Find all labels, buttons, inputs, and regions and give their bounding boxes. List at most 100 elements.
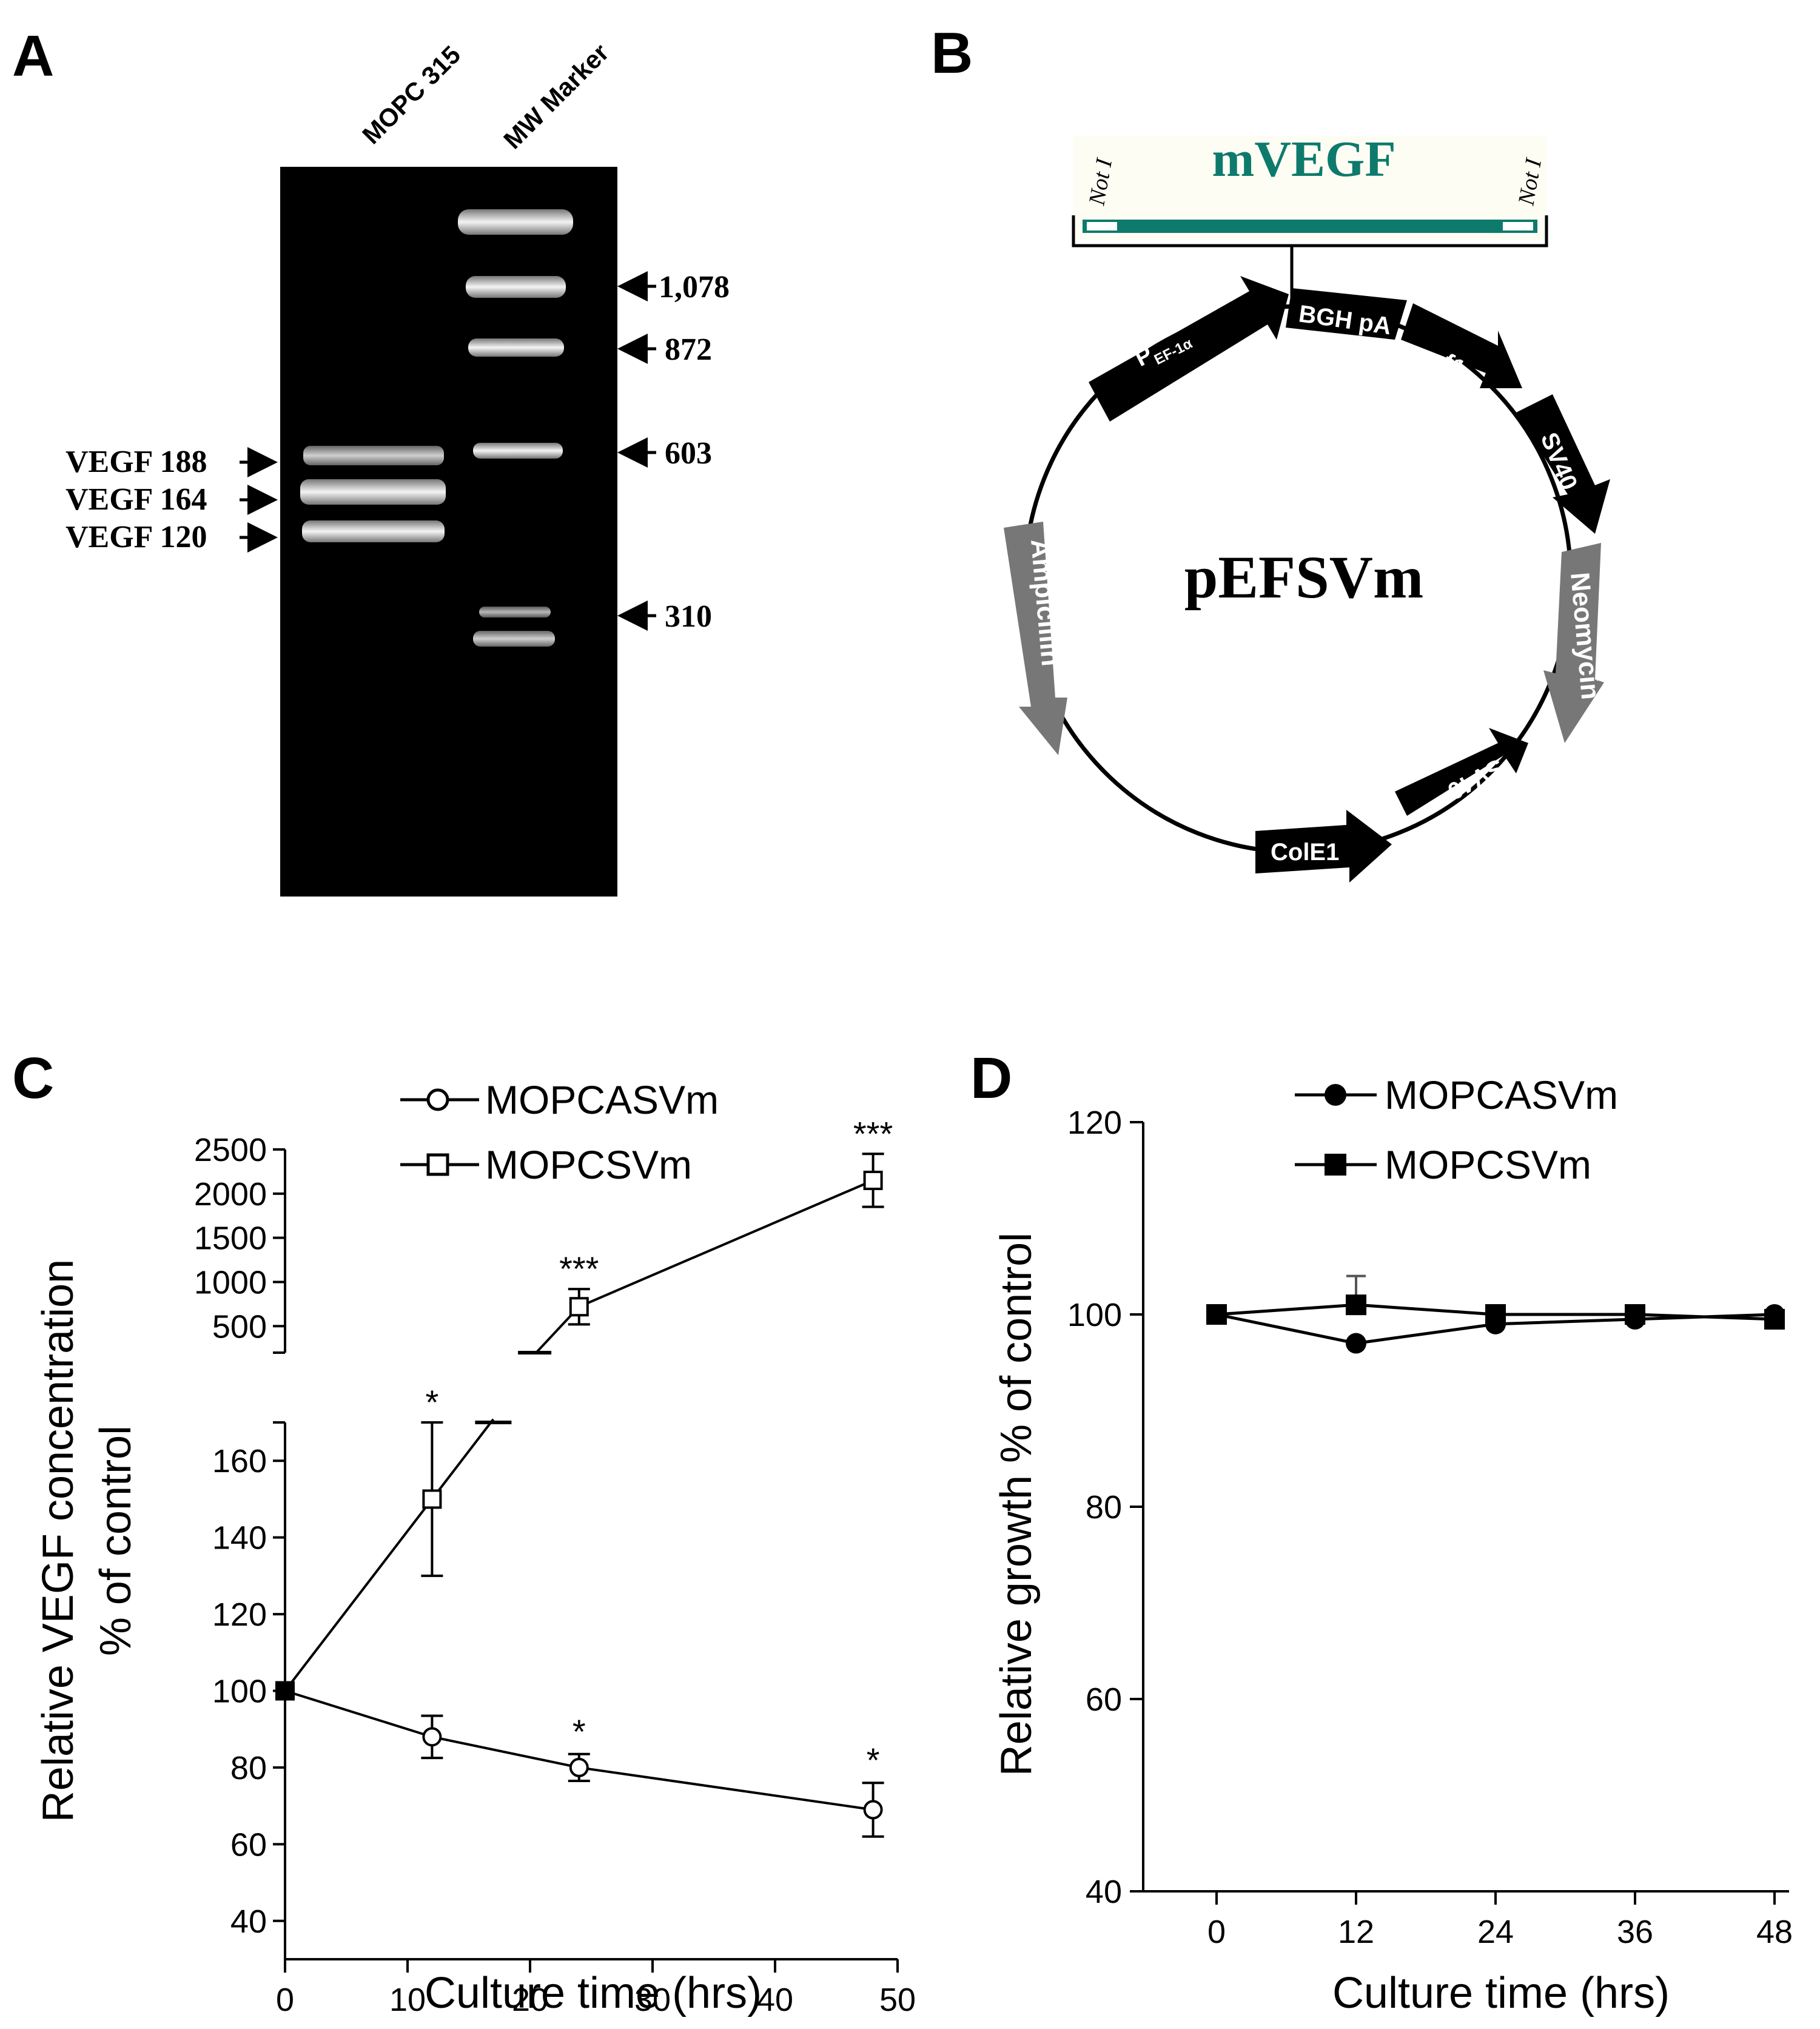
panel-b-label: B [931, 21, 973, 86]
ampicillin-arrow [1004, 522, 1067, 755]
data-point-mopcsvm [1206, 1304, 1227, 1325]
c-x-tick-label: 0 [276, 1982, 294, 2018]
series-line-mopcsvm [284, 1418, 494, 1692]
data-point-mopcsvm [863, 1170, 883, 1190]
insert-bracket [1072, 215, 1548, 247]
panel-d-label: D [970, 1046, 1012, 1111]
data-point-mopcasvm [1346, 1333, 1366, 1354]
significance-label: * [426, 1383, 439, 1421]
sv40-arrow-2 [1395, 728, 1528, 816]
site-marker [1087, 222, 1117, 230]
promoter-arrow [1089, 276, 1289, 422]
c-y-tick-label: 1000 [194, 1264, 267, 1301]
data-point-mopcsvm [422, 1489, 442, 1509]
insert-name: mVEGF [1212, 131, 1395, 187]
plasmid-name: pEFSVm [1184, 543, 1424, 611]
marker-1078-label: 1,078 [659, 270, 730, 305]
d-xlabel: Culture time (hrs) [1332, 1969, 1670, 2017]
d-plot-area [1206, 1274, 1785, 1354]
data-point-mopcasvm [863, 1800, 883, 1820]
sv40-arrow [1516, 394, 1610, 534]
d-x-tick-label: 48 [1756, 1914, 1793, 1950]
d-x-tick-label: 36 [1617, 1914, 1653, 1950]
c-y-tick-label: 500 [212, 1308, 267, 1345]
data-point-mopcasvm [422, 1727, 442, 1747]
c-axes: 0 10 20 30 40 50 40 60 80 100 120 140 160 500 1000 1500… [194, 1132, 916, 2018]
lane-label-mopc: MOPC 315 [357, 40, 466, 149]
lane-label-marker: MW Marker [498, 38, 614, 155]
cole1-label: ColE1 [1271, 839, 1339, 866]
c-y-tick-label: 80 [230, 1750, 267, 1786]
c-x-tick-label: 10 [389, 1982, 426, 2018]
significance-label: * [573, 1712, 586, 1751]
filled-circle-icon [1325, 1084, 1346, 1106]
c-xlabel: Culture time (hrs) [425, 1969, 762, 2017]
gel-band [473, 443, 563, 459]
d-y-tick-label: 40 [1086, 1874, 1122, 1910]
c-y-tick-label: 60 [230, 1826, 267, 1863]
panel-a: A MOPC 315 MW Marker VEGF 188 VEGF 164 V… [12, 24, 730, 897]
c-y-tick-label: 160 [212, 1443, 267, 1479]
c-x-tick-label: 40 [757, 1982, 793, 2018]
gel-band [468, 338, 564, 357]
vegf188-label: VEGF 188 [65, 445, 207, 479]
d-x-tick-label: 12 [1338, 1914, 1374, 1950]
gel-band [466, 276, 566, 298]
d-y-tick-label: 120 [1067, 1105, 1122, 1141]
gel-band [302, 520, 445, 542]
significance-label: *** [559, 1250, 599, 1288]
c-y-tick-label: 120 [212, 1597, 267, 1633]
gel-band [458, 209, 573, 235]
c-ylabel-2: % of control [92, 1425, 140, 1656]
d-y-tick-label: 60 [1086, 1681, 1122, 1718]
c-ylabel-1: Relative VEGF concentration [34, 1259, 82, 1822]
panel-c: C Relative VEGF concentration % of contr… [12, 1046, 916, 2018]
gel-band [473, 631, 555, 647]
panel-c-label: C [12, 1046, 54, 1111]
c-legend: MOPCASVm MOPCSVm [400, 1077, 719, 1187]
vegf164-label: VEGF 164 [65, 482, 207, 517]
gel-band [479, 607, 551, 617]
c-plot-area: ********* [275, 1114, 893, 1838]
d-legend-item: MOPCASVm [1385, 1072, 1618, 1117]
d-x-tick-label: 24 [1477, 1914, 1514, 1950]
series-line-mopcasvm [284, 1689, 873, 1811]
d-legend: MOPCASVm MOPCSVm [1295, 1072, 1618, 1187]
filled-square-icon [1325, 1154, 1346, 1176]
c-y-tick-label: 140 [212, 1520, 267, 1556]
d-axes: 40 60 80 100 120 0 12 24 36 48 [1067, 1105, 1793, 1950]
d-ylabel: Relative growth % of control [992, 1233, 1041, 1776]
vegf120-label: VEGF 120 [65, 520, 207, 554]
c-legend-item: MOPCSVm [485, 1142, 692, 1187]
significance-label: * [867, 1741, 880, 1779]
c-y-tick-label: 2500 [194, 1132, 267, 1168]
d-y-tick-label: 100 [1067, 1297, 1122, 1333]
d-x-tick-label: 0 [1207, 1914, 1226, 1950]
data-point-origin [278, 1683, 292, 1698]
site-marker [1503, 222, 1533, 230]
open-circle-icon [426, 1088, 449, 1111]
f1-arrow [1401, 303, 1522, 388]
neomycin-arrow [1543, 543, 1604, 743]
cole1-arrow [1255, 810, 1392, 883]
gel-band [303, 446, 444, 465]
marker-872-label: 872 [665, 332, 712, 367]
panel-d: D Relative growth % of control Culture t… [970, 1046, 1793, 2017]
marker-603-label: 603 [665, 436, 712, 471]
data-point-mopcasvm [569, 1757, 589, 1777]
panel-a-label: A [12, 24, 54, 89]
c-x-tick-label: 20 [512, 1982, 548, 2018]
gel-band [300, 479, 446, 505]
marker-310-label: 310 [665, 599, 712, 634]
significance-label: *** [853, 1114, 893, 1152]
panel-b: B mVEGF Not I Not I pEFSVm PEF-1α BGH pA… [931, 21, 1610, 883]
data-point-mopcsvm [569, 1297, 589, 1317]
data-point-mopcsvm [1485, 1304, 1506, 1325]
data-point-mopcsvm [1764, 1308, 1785, 1330]
c-x-tick-label: 50 [879, 1982, 916, 2018]
c-x-tick-label: 30 [634, 1982, 671, 2018]
c-y-tick-label: 2000 [194, 1176, 267, 1213]
c-y-tick-label: 100 [212, 1674, 267, 1710]
c-y-tick-label: 1500 [194, 1220, 267, 1257]
d-legend-item: MOPCSVm [1385, 1142, 1591, 1187]
